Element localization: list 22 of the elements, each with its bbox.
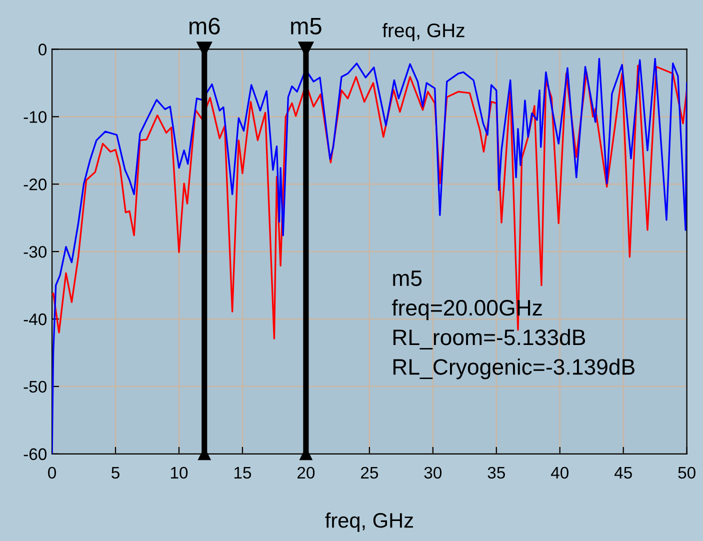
x-tick-label: 10 <box>170 466 188 479</box>
ref-line-label: m5 <box>291 18 322 34</box>
y-tick-label: -40 <box>24 313 47 326</box>
x-tick-label: 15 <box>234 467 252 479</box>
x-tick-label: 20 <box>298 466 315 479</box>
x-tick-label: 25 <box>360 466 378 479</box>
y-tick-label: -50 <box>24 380 47 393</box>
x-tick-label: 0 <box>48 466 56 479</box>
y-tick-label: -30 <box>24 246 47 258</box>
x-tick-label: 45 <box>614 467 632 479</box>
text: freq, GHz <box>382 23 464 42</box>
ref-line-label: m6 <box>190 18 220 34</box>
x-axis-title: freq, GHz <box>325 512 413 532</box>
x-tick-label: 30 <box>424 466 442 479</box>
y-tick-label: -20 <box>24 178 47 190</box>
y-tick-label: -10 <box>24 111 47 123</box>
x-tick-label: 35 <box>488 466 505 479</box>
x-tick-label: 40 <box>550 466 568 479</box>
y-tick-label: -60 <box>24 448 47 460</box>
x-tick-label: 5 <box>112 467 120 479</box>
x-tick-label: 50 <box>678 466 696 479</box>
y-tick-label: 0 <box>38 44 47 56</box>
